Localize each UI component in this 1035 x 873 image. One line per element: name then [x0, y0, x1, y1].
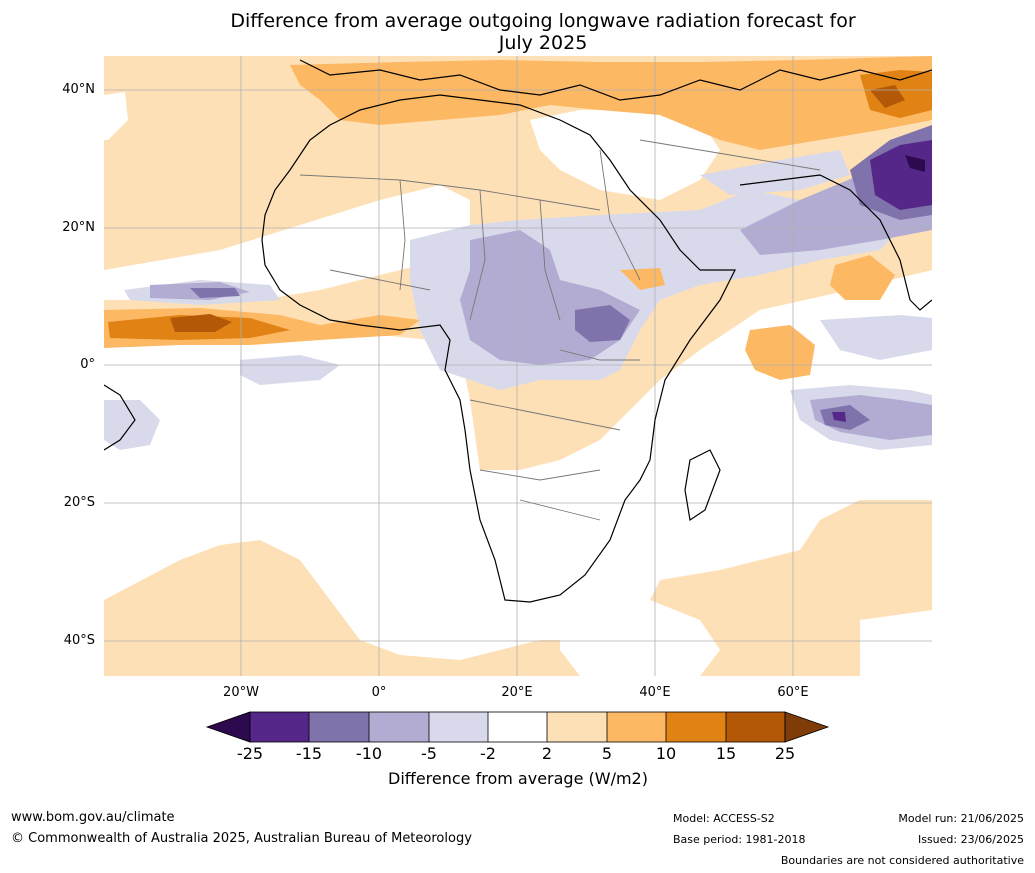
colorbar-tick: 15: [715, 744, 737, 763]
colorbar: [205, 711, 830, 743]
colorbar-tick: -2: [480, 744, 496, 763]
lat-label: 20°S: [63, 495, 95, 510]
colorbar-title: Difference from average (W/m2): [388, 769, 648, 788]
title-line-2: July 2025: [498, 32, 588, 54]
colorbar-segment: [607, 712, 666, 742]
positive-extreme-areas: [170, 85, 905, 332]
colorbar-segment: [309, 712, 369, 742]
lon-label: 20°E: [501, 685, 533, 700]
coastlines: [104, 59, 932, 603]
title-line-1: Difference from average outgoing longwav…: [230, 10, 856, 32]
issued-text: Issued: 23/06/2025: [917, 833, 1024, 846]
colorbar-tick: 25: [774, 744, 796, 763]
graticule: [104, 56, 932, 676]
map-title: Difference from average outgoing longwav…: [0, 10, 1035, 54]
lon-label: 40°E: [639, 685, 671, 700]
model-run-text: Model run: 21/06/2025: [898, 812, 1024, 825]
colorbar-tick: -5: [421, 744, 437, 763]
colorbar-segment: [250, 712, 309, 742]
website-link[interactable]: www.bom.gov.au/climate: [11, 810, 175, 825]
colorbar-tick: 10: [655, 744, 677, 763]
lat-label: 0°: [80, 357, 95, 372]
base-period-text: Base period: 1981-2018: [673, 833, 806, 846]
lon-label: 0°: [371, 685, 387, 700]
lat-label: 40°S: [63, 633, 95, 648]
colorbar-tick: 5: [601, 744, 613, 763]
colorbar-min-arrow: [205, 711, 251, 743]
colorbar-segment: [429, 712, 488, 742]
lon-label: 20°W: [223, 685, 259, 700]
copyright-text: © Commonwealth of Australia 2025, Austra…: [11, 831, 472, 846]
colorbar-max-arrow: [784, 711, 830, 743]
colorbar-segment: [666, 712, 726, 742]
colorbar-tick: -25: [236, 744, 264, 763]
colorbar-tick: -10: [355, 744, 383, 763]
disclaimer-text: Boundaries are not considered authoritat…: [780, 854, 1024, 867]
lat-label: 20°N: [62, 220, 95, 235]
colorbar-frame: [249, 711, 786, 743]
colorbar-segment: [369, 712, 429, 742]
lon-label: 60°E: [777, 685, 809, 700]
colorbar-segment: [488, 712, 547, 742]
map-area: [104, 56, 932, 676]
country-borders: [299, 139, 821, 521]
negative-extreme-areas: [832, 140, 932, 422]
model-text: Model: ACCESS-S2: [673, 812, 775, 825]
lat-label: 40°N: [62, 82, 95, 97]
colorbar-tick: -15: [295, 744, 323, 763]
colorbar-segment: [547, 712, 607, 742]
colorbar-tick: 2: [541, 744, 553, 763]
colorbar-segment: [726, 712, 785, 742]
